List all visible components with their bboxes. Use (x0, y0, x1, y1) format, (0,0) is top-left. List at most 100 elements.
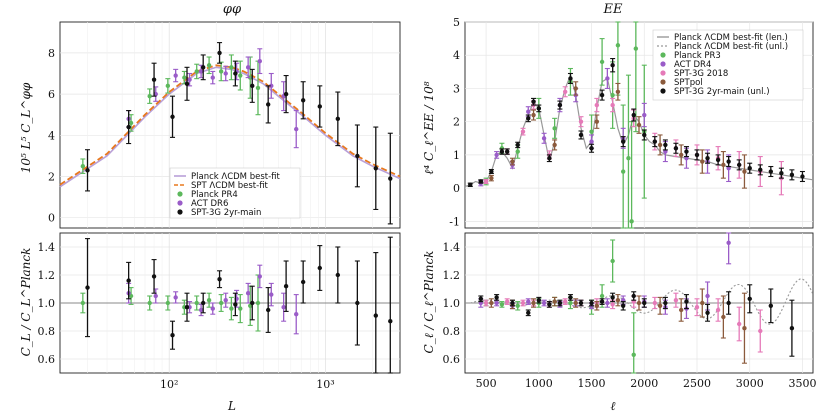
EE-top-point-1-10 (642, 112, 647, 118)
EE-top-series-3 (488, 81, 747, 189)
EE-ratio-xtick-4: 2500 (683, 377, 711, 390)
EE-ratio-point-2-2 (520, 300, 526, 306)
EE-top-point-4-17 (631, 112, 636, 118)
EE-top-point-4-18 (642, 132, 647, 138)
EE-top-ytick-0: -1 (449, 215, 460, 228)
EE-top-point-0-11 (626, 156, 631, 161)
EE-top-point-4-0 (468, 182, 473, 188)
EE-top-point-4-6 (526, 116, 531, 121)
EE-ratio-point-0-1 (499, 302, 505, 307)
EE-ratio-point-1-13 (705, 293, 710, 299)
phiphi-ratio-xtick-0: 10² (160, 378, 178, 391)
EE-top-point-1-8 (605, 76, 610, 81)
EE-ratio-point-4-13 (631, 293, 636, 299)
EE-top-point-4-29 (758, 167, 763, 173)
EE-ratio-point-2-15 (758, 328, 763, 334)
EE-top-point-3-8 (657, 142, 663, 148)
phiphi-ratio-point-1-11 (281, 305, 286, 310)
EE-top-point-0-7 (599, 59, 605, 65)
phiphi-ratio-point-0-11 (255, 300, 261, 306)
EE-top-point-0-12 (629, 219, 634, 224)
phiphi-ratio-point-0-6 (206, 298, 212, 303)
phiphi-top-point-0-8 (229, 65, 234, 70)
EE-top-point-4-4 (504, 149, 510, 154)
EE-ratio-point-3-11 (721, 314, 726, 320)
phiphi-top-point-2-11 (300, 98, 306, 103)
phiphi-ratio-point-2-12 (317, 265, 322, 271)
phiphi-ratio-series-2 (85, 236, 393, 374)
EE-top-point-0-10 (620, 169, 626, 174)
EE-top-point-0-4 (552, 126, 557, 131)
EE-top-point-4-2 (489, 169, 494, 174)
EE-top-point-3-1 (510, 159, 515, 164)
legend-ee-label-1: Planck ΛCDM best-fit (unl.) (674, 42, 788, 52)
EE-ratio-point-0-2 (515, 303, 520, 308)
phiphi-ratio-point-0-2 (147, 300, 152, 306)
phiphi-top-ytick-3: 6 (48, 88, 55, 101)
phiphi-ratio-point-1-6 (223, 298, 228, 303)
phiphi-top-point-0-1 (128, 120, 134, 126)
EE-ratio-point-4-14 (642, 300, 647, 306)
phiphi-top-point-2-12 (317, 104, 322, 109)
EE-top-point-1-1 (494, 152, 499, 158)
EE-top-point-3-10 (700, 159, 705, 164)
EE-top-point-4-19 (652, 139, 658, 144)
EE-top-point-2-5 (562, 89, 568, 94)
EE-top-point-2-8 (610, 102, 615, 108)
EE-ratio-ytick-3: 1.2 (443, 269, 461, 282)
EE-ratio-point-3-6 (615, 298, 621, 303)
phiphi-top-point-1-3 (187, 77, 192, 82)
EE-ratio-point-1-4 (541, 300, 547, 306)
EE-ratio-series-4 (478, 284, 795, 357)
EE-ratio-point-4-10 (599, 299, 605, 304)
phiphi-ratio-point-1-8 (245, 291, 251, 296)
legend-phiphi-label-3: ACT DR6 (191, 199, 228, 209)
legend-phiphi-swatch-3 (177, 200, 183, 206)
EE-ratio-point-2-12 (694, 305, 700, 310)
EE-top-point-3-2 (531, 112, 536, 118)
phiphi-top-point-1-12 (294, 126, 299, 132)
EE-top-point-4-21 (673, 146, 679, 151)
phiphi-ratio-point-2-9 (265, 307, 271, 313)
phiphi-top-ytick-4: 8 (48, 47, 55, 60)
EE-ratio-xtick-3: 2000 (630, 377, 658, 390)
EE-ratio-point-4-15 (663, 300, 668, 306)
EE-ratio-point-1-8 (605, 300, 610, 306)
x-label-phiphi: L (227, 399, 236, 413)
y-label-phiphi-top: 10⁵ L⁵ C_L^φφ (19, 82, 33, 173)
EE-top-point-4-12 (578, 132, 584, 138)
EE-ratio-point-0-5 (568, 300, 573, 306)
EE-ratio-point-4-8 (578, 300, 584, 306)
EE-ratio-point-0-8 (610, 258, 615, 264)
phiphi-top-point-0-9 (238, 73, 243, 78)
EE-ratio-point-4-2 (510, 300, 515, 306)
EE-top-point-4-28 (747, 165, 752, 171)
EE-ratio-point-4-7 (568, 295, 573, 300)
phiphi-top-point-2-4 (184, 81, 190, 87)
EE-ratio-point-4-0 (478, 296, 484, 301)
EE-top-point-4-31 (779, 170, 784, 176)
phiphi-top-point-2-14 (355, 153, 360, 159)
EE-ratio-point-4-21 (789, 326, 795, 331)
phiphi-ratio-point-2-3 (170, 333, 175, 338)
EE-top-point-4-8 (536, 106, 542, 111)
EE-ratio-point-2-1 (504, 299, 510, 304)
phiphi-top-point-2-0 (85, 168, 90, 173)
EE-top-point-0-13 (633, 46, 639, 51)
legend-phiphi-swatch-2 (177, 191, 183, 197)
EE-ratio-point-4-17 (705, 310, 710, 315)
legend-phiphi: Planck ΛCDM best-fit SPT ΛCDM best-fit P… (169, 167, 301, 219)
EE-top-point-4-22 (684, 149, 689, 154)
EE-ratio-point-3-3 (552, 299, 557, 304)
phiphi-top-point-2-9 (265, 102, 271, 107)
legend-ee-swatch-6 (660, 88, 666, 94)
EE-ratio-point-2-11 (673, 298, 679, 303)
legend-phiphi-box (169, 167, 301, 219)
phiphi-ratio-point-2-15 (373, 313, 378, 318)
phiphi-top-point-0-0 (80, 164, 86, 169)
EE-ratio-point-4-12 (620, 303, 626, 308)
title-ee: EE (603, 2, 623, 17)
EE-ratio-ytick-1: 0.8 (443, 325, 461, 338)
EE-top-point-3-9 (678, 152, 684, 158)
EE-ratio-point-4-16 (684, 299, 689, 304)
